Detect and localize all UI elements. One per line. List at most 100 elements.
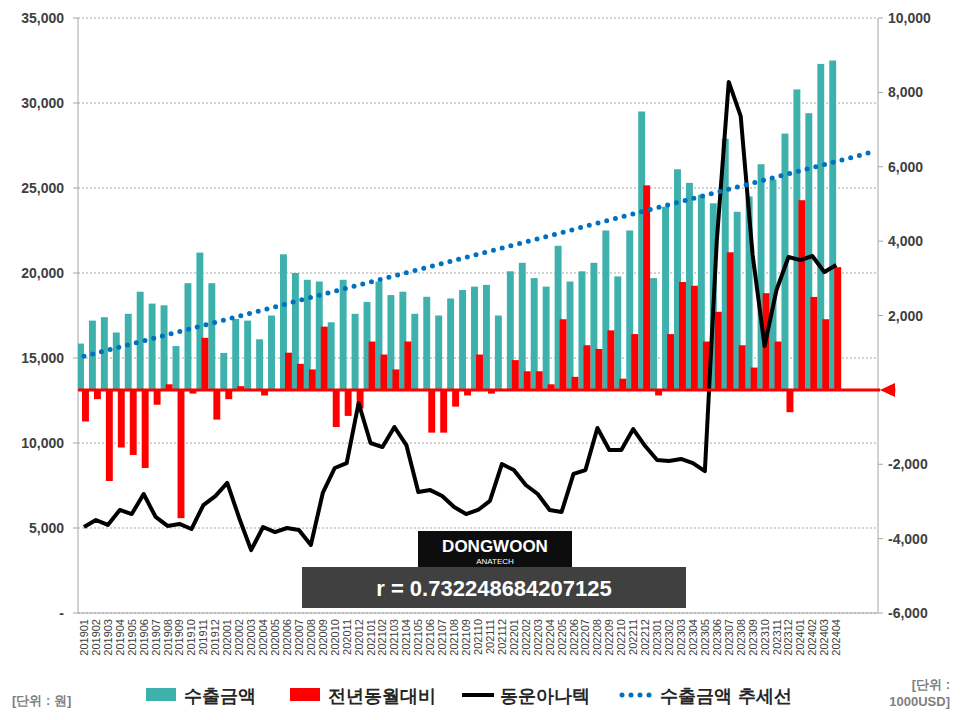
bar (495, 316, 502, 390)
x-tick-label: 202211 (627, 619, 639, 655)
x-tick-label: 202009 (317, 619, 329, 656)
x-tick-label: 202110 (472, 619, 484, 655)
x-tick-label: 201907 (150, 619, 162, 656)
x-tick-label: 202306 (711, 619, 723, 656)
x-tick-label: 202010 (329, 619, 341, 656)
y-tick (73, 613, 78, 614)
bar (810, 297, 817, 390)
bar (572, 377, 579, 390)
bar (125, 314, 132, 390)
bar (411, 314, 418, 390)
x-tick-label: 202310 (759, 619, 771, 656)
bar (161, 305, 168, 390)
bar (78, 344, 84, 390)
x-tick-label: 201904 (114, 619, 126, 656)
bar (428, 390, 435, 433)
y-axis (78, 18, 79, 613)
x-tick-label: 202004 (257, 619, 269, 656)
bar (619, 379, 626, 390)
y-tick (73, 103, 78, 104)
bar (447, 299, 454, 390)
bar (739, 345, 746, 390)
y-axis-label: [단위 : 원] (12, 692, 71, 710)
x-tick-label: 202011 (341, 619, 353, 655)
y2-tick-label: 6,000 (888, 159, 923, 175)
bar (567, 282, 574, 390)
x-tick-label: 201911 (197, 619, 209, 655)
y2-tick (878, 18, 883, 19)
grid-line (78, 443, 878, 444)
x-tick-label: 202111 (484, 619, 496, 654)
y2-tick (878, 538, 883, 539)
line (84, 152, 872, 356)
bar (213, 390, 220, 420)
logo-box (418, 531, 572, 568)
y2-tick (878, 315, 883, 316)
x-tick-label: 202001 (221, 619, 233, 656)
x-tick-label: 202302 (663, 619, 675, 656)
bar (256, 339, 263, 390)
bar (650, 278, 657, 390)
x-tick-label: 202006 (281, 619, 293, 656)
x-tick-label: 201903 (102, 619, 114, 656)
bar (631, 334, 638, 390)
y-tick (73, 443, 78, 444)
bar (404, 342, 411, 390)
bar (285, 353, 292, 390)
zero-line (78, 388, 880, 391)
x-tick-label: 202311 (771, 619, 783, 655)
logo-title: DONGWOON (442, 537, 548, 556)
bar (452, 390, 459, 407)
x-tick-label: 201912 (209, 619, 221, 656)
bar (536, 371, 543, 390)
bar (220, 353, 227, 390)
bar (715, 312, 722, 390)
bar (82, 390, 89, 422)
bar (519, 263, 526, 390)
bar (423, 297, 430, 390)
x-tick-label: 202109 (460, 619, 472, 656)
x-tick-label: 202312 (782, 619, 794, 656)
bar (297, 364, 304, 390)
x-tick-label: 202308 (735, 619, 747, 656)
bar (584, 345, 591, 390)
bar (340, 280, 347, 390)
grid-line (78, 528, 878, 529)
grid-line (78, 103, 878, 104)
grid-line (78, 613, 878, 614)
bar (178, 390, 185, 518)
x-tick-label: 202401 (794, 619, 806, 656)
bar (440, 390, 447, 433)
x-tick-label: 202008 (305, 619, 317, 656)
y2-tick-label: 8,000 (888, 84, 923, 100)
x-tick-label: 202304 (687, 619, 699, 656)
bar (345, 390, 352, 416)
bar (268, 316, 275, 390)
x-tick-label: 201908 (162, 619, 174, 656)
x-tick-label: 201905 (126, 619, 138, 656)
x-tick-label: 202305 (699, 619, 711, 656)
bar (130, 390, 137, 455)
bar (321, 327, 328, 390)
x-tick-label: 202012 (353, 619, 365, 656)
y2-tick (878, 166, 883, 167)
bar (560, 319, 567, 390)
x-tick-label: 201901 (78, 619, 90, 656)
line (84, 82, 836, 550)
y2-tick-label: -2,000 (888, 456, 928, 472)
bar (543, 287, 550, 390)
bar (435, 316, 442, 390)
bar (595, 349, 602, 390)
x-tick-label: 202403 (818, 619, 830, 656)
y2-tick-label: 10,000 (888, 10, 931, 26)
y2-tick-label: 4,000 (888, 233, 923, 249)
bar (309, 369, 316, 389)
bar (483, 285, 490, 390)
x-tick-label: 202201 (508, 619, 520, 656)
x-axis (78, 613, 878, 614)
y2-axis (878, 18, 879, 613)
bar (352, 314, 359, 390)
bar (643, 185, 650, 390)
y2-tick (878, 241, 883, 242)
x-tick-label: 202003 (245, 619, 257, 656)
